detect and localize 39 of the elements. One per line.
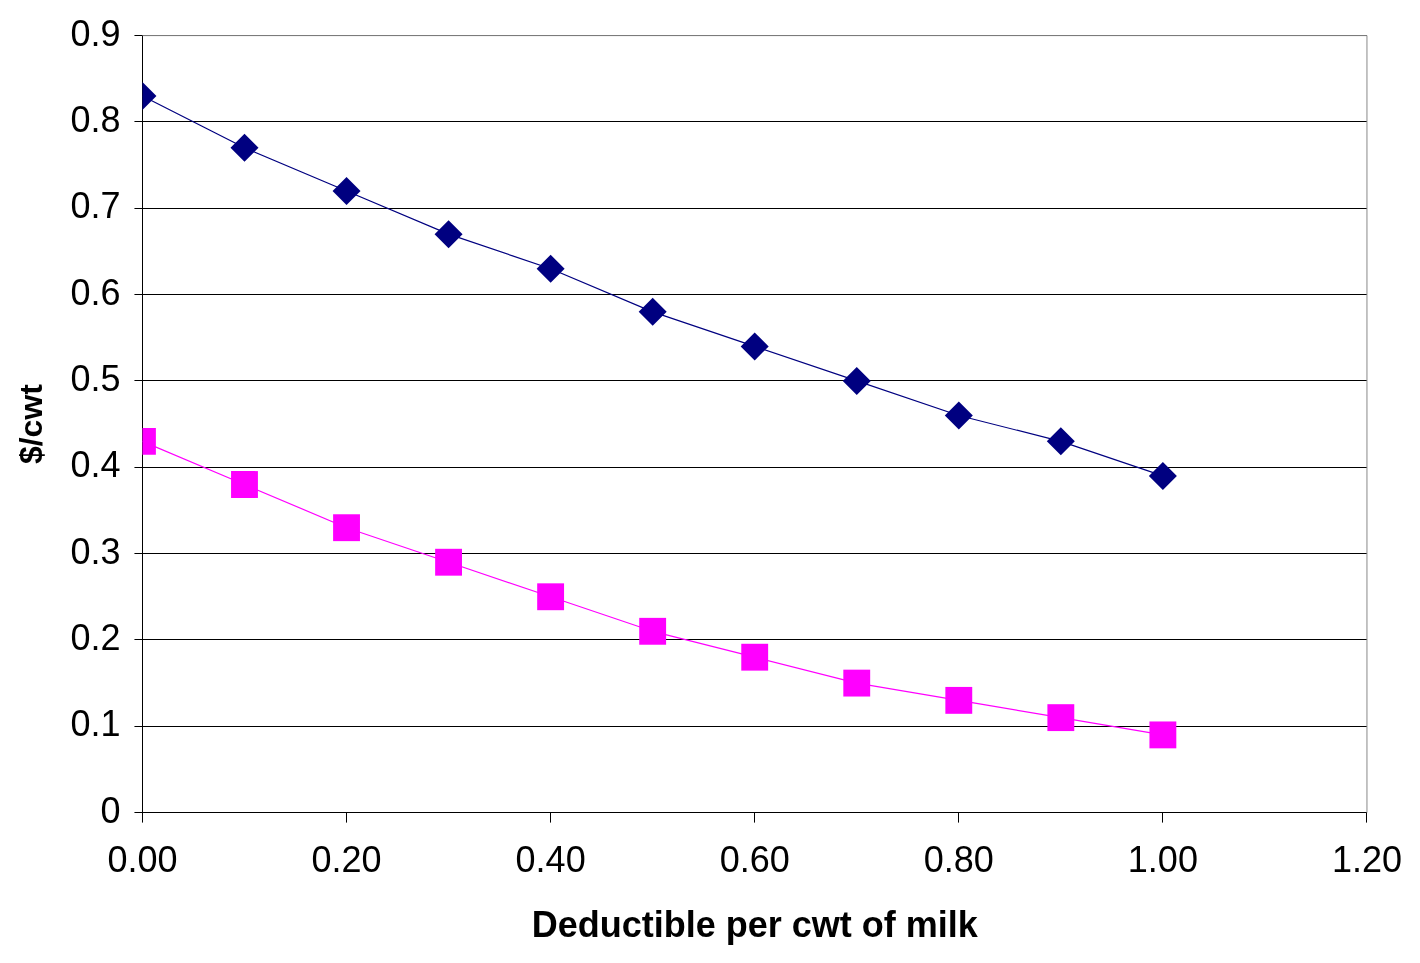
- point: [536, 254, 565, 283]
- x-tick-label: 0.00: [107, 839, 178, 881]
- point: [230, 133, 259, 162]
- x-tick-label: 0.80: [923, 839, 994, 881]
- point: [944, 401, 973, 430]
- x-tick-label: 0.40: [515, 839, 586, 881]
- y-tick-label: 0.9: [70, 12, 121, 54]
- y-tick-label: 0.2: [70, 616, 121, 658]
- point: [333, 514, 360, 542]
- y-tick-label: 0.7: [70, 185, 121, 227]
- point: [639, 617, 667, 645]
- point: [231, 471, 258, 498]
- point: [741, 643, 769, 671]
- point: [435, 548, 463, 576]
- point: [1149, 721, 1177, 749]
- y-tick-label: 0: [100, 789, 121, 831]
- y-tick-label: 0.5: [70, 357, 121, 399]
- y-axis-title: $/cwt: [13, 383, 50, 465]
- point: [842, 366, 871, 395]
- point: [843, 669, 871, 697]
- x-tick-label: 1.00: [1127, 839, 1198, 881]
- y-tick-label: 0.1: [70, 703, 121, 745]
- x-tick-label: 1.20: [1331, 839, 1403, 881]
- x-tick-label: 0.60: [719, 839, 790, 881]
- point: [945, 686, 973, 714]
- y-tick-label: 0.6: [70, 271, 121, 313]
- point: [638, 297, 667, 326]
- point: [1148, 461, 1177, 490]
- point: [332, 177, 361, 205]
- point: [740, 332, 769, 361]
- point: [537, 583, 565, 611]
- x-axis-title: Deductible per cwt of milk: [531, 904, 979, 946]
- x-tick-label: 0.20: [311, 839, 382, 881]
- point: [434, 220, 463, 249]
- point: [1047, 704, 1075, 732]
- y-tick-label: 0.8: [70, 98, 121, 140]
- y-tick-label: 0.4: [70, 444, 121, 486]
- y-tick-label: 0.3: [70, 530, 121, 572]
- point: [1046, 427, 1075, 456]
